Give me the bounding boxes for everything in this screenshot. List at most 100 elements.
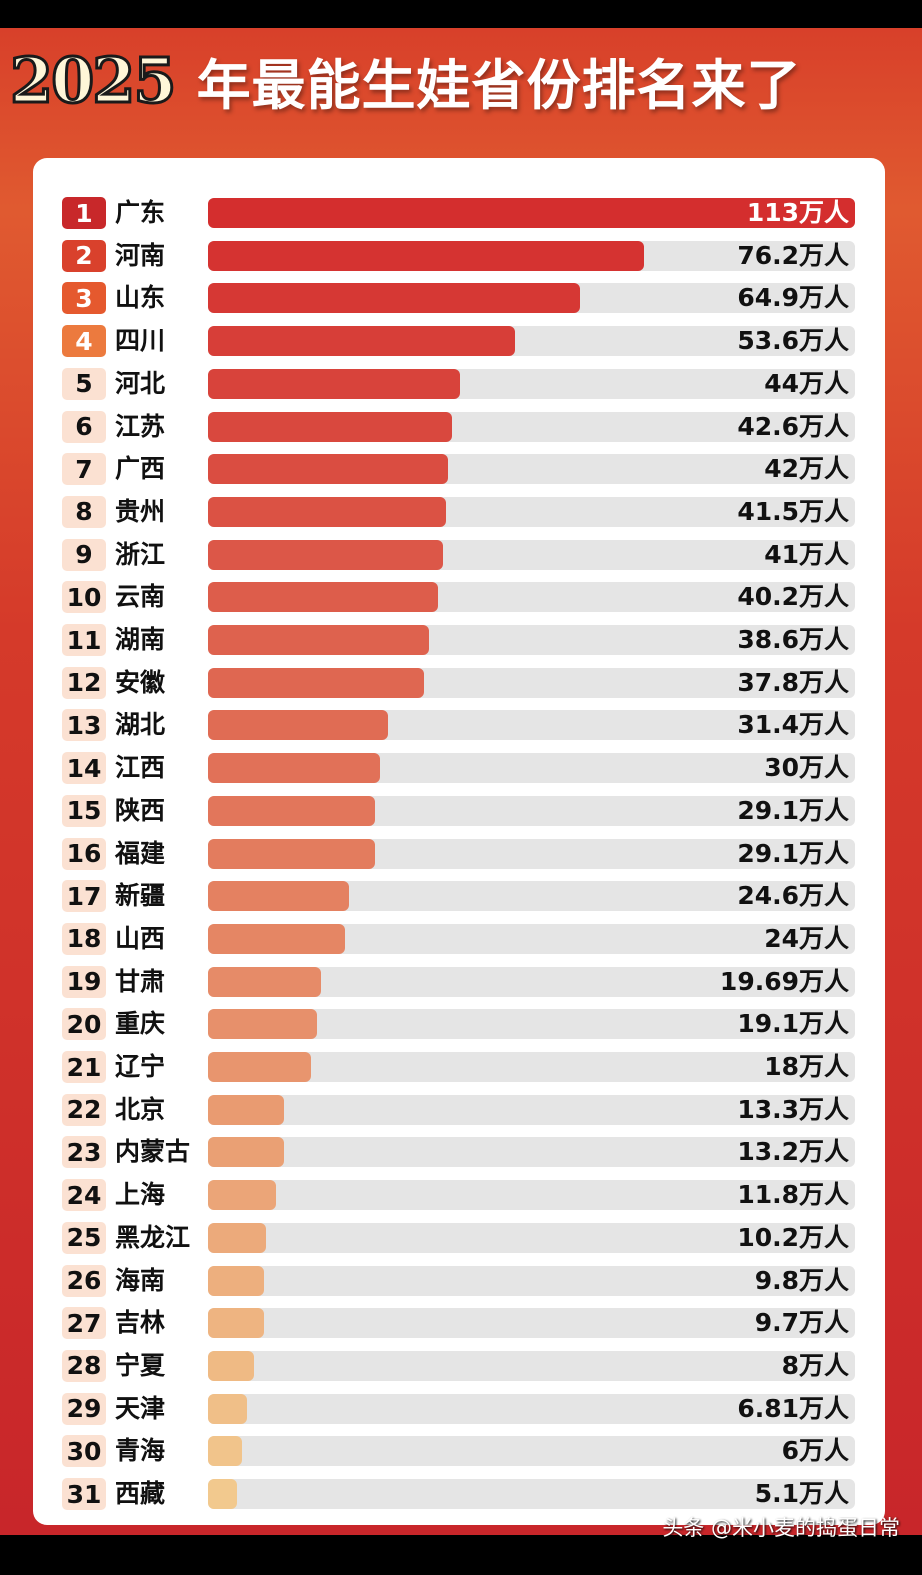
bar [208, 1308, 264, 1339]
province-label: 宁夏 [115, 1350, 166, 1380]
province-label: 辽宁 [115, 1052, 166, 1081]
bar-track [208, 1436, 855, 1467]
rank-badge: 28 [62, 1349, 106, 1382]
value-label: 8万人 [781, 1350, 849, 1380]
province-label: 海南 [115, 1265, 166, 1295]
rank-badge: 2 [62, 239, 106, 272]
value-label: 37.8万人 [737, 667, 849, 697]
bar-row: 14 江西 30万人 [33, 751, 885, 785]
rank-badge: 23 [62, 1136, 106, 1169]
province-label: 贵州 [115, 496, 166, 526]
province-label: 山西 [115, 923, 166, 953]
bar-row: 4 四川 53.6万人 [33, 324, 885, 358]
province-label: 黑龙江 [115, 1222, 191, 1252]
rank-badge: 16 [62, 837, 106, 870]
bar [208, 966, 321, 997]
value-label: 42.6万人 [737, 411, 849, 441]
bar-track [208, 454, 855, 485]
rank-badge: 5 [62, 367, 106, 400]
bar-track [208, 753, 855, 784]
rank-badge: 18 [62, 922, 106, 955]
bar-track [208, 1350, 855, 1381]
province-label: 西藏 [115, 1479, 166, 1508]
province-label: 上海 [115, 1180, 166, 1210]
bar [208, 625, 429, 655]
bar-track [208, 198, 855, 228]
value-label: 5.1万人 [754, 1479, 849, 1508]
rank-badge: 1 [62, 197, 106, 229]
bar [208, 667, 425, 698]
value-label: 64.9万人 [737, 283, 849, 313]
bar-track [208, 1052, 855, 1082]
bar [208, 795, 375, 826]
bar [208, 411, 452, 442]
rank-badge: 4 [62, 325, 106, 358]
bar-row: 16 福建 29.1万人 [33, 837, 885, 871]
bar-row: 15 陕西 29.1万人 [33, 794, 885, 828]
bar-track [208, 582, 855, 613]
rank-badge: 8 [62, 495, 106, 528]
bar-row: 17 新疆 24.6万人 [33, 879, 885, 913]
rank-badge: 25 [62, 1221, 106, 1254]
bar [208, 1180, 276, 1211]
bar [208, 326, 515, 357]
value-label: 6.81万人 [737, 1393, 849, 1423]
province-label: 安徽 [115, 667, 166, 697]
value-label: 9.7万人 [754, 1308, 849, 1338]
bar-row: 9 浙江 41万人 [33, 538, 885, 572]
bar-row: 28 宁夏 8万人 [33, 1349, 885, 1383]
rank-badge: 22 [62, 1093, 106, 1126]
bar-track [208, 1009, 855, 1040]
bar-row: 18 山西 24万人 [33, 922, 885, 956]
value-label: 19.1万人 [737, 1009, 849, 1039]
value-label: 42万人 [764, 454, 849, 484]
province-label: 浙江 [115, 539, 166, 569]
bar-track [208, 1308, 855, 1339]
bar-track [208, 966, 855, 997]
bar-track [208, 625, 855, 655]
bar-row: 29 天津 6.81万人 [33, 1392, 885, 1426]
value-label: 40.2万人 [737, 582, 849, 612]
bar-track [208, 1265, 855, 1296]
province-label: 江西 [115, 753, 166, 783]
province-label: 内蒙古 [115, 1137, 191, 1167]
bar [208, 838, 375, 869]
province-label: 天津 [115, 1393, 166, 1423]
value-label: 13.3万人 [737, 1094, 849, 1124]
bar-track [208, 923, 855, 954]
bar-row: 12 安徽 37.8万人 [33, 666, 885, 700]
province-label: 四川 [115, 326, 166, 356]
bar-track [208, 881, 855, 912]
bar [208, 1265, 265, 1296]
bar-track [208, 539, 855, 570]
bar [208, 283, 580, 314]
bar-row: 22 北京 13.3万人 [33, 1093, 885, 1127]
bar-row: 27 吉林 9.7万人 [33, 1306, 885, 1340]
bar-row: 30 青海 6万人 [33, 1434, 885, 1468]
bar-row: 1 广东 113万人 [33, 196, 885, 230]
value-label: 13.2万人 [737, 1137, 849, 1167]
watermark: 头条 @米小麦的捣蛋日常 [662, 1516, 900, 1540]
rank-badge: 6 [62, 410, 106, 443]
rank-badge: 9 [62, 538, 106, 571]
value-label: 10.2万人 [737, 1222, 849, 1252]
bar [208, 881, 349, 912]
value-label: 30万人 [764, 753, 849, 783]
province-label: 江苏 [115, 411, 166, 441]
province-label: 山东 [115, 283, 166, 313]
bar [208, 710, 388, 741]
bar-row: 19 甘肃 19.69万人 [33, 965, 885, 999]
page-title: 2025 年最能生娃省份排名来了 [9, 40, 920, 120]
rank-badge: 26 [62, 1264, 106, 1297]
province-label: 重庆 [115, 1009, 166, 1039]
province-label: 新疆 [115, 881, 166, 911]
value-label: 18万人 [764, 1052, 849, 1081]
rank-badge: 14 [62, 752, 106, 785]
bar [208, 1222, 267, 1253]
province-label: 陕西 [115, 795, 166, 825]
province-label: 广东 [115, 198, 166, 227]
province-label: 湖北 [115, 710, 166, 740]
province-label: 北京 [115, 1094, 166, 1124]
bar-track [208, 411, 855, 442]
bar [208, 582, 439, 613]
